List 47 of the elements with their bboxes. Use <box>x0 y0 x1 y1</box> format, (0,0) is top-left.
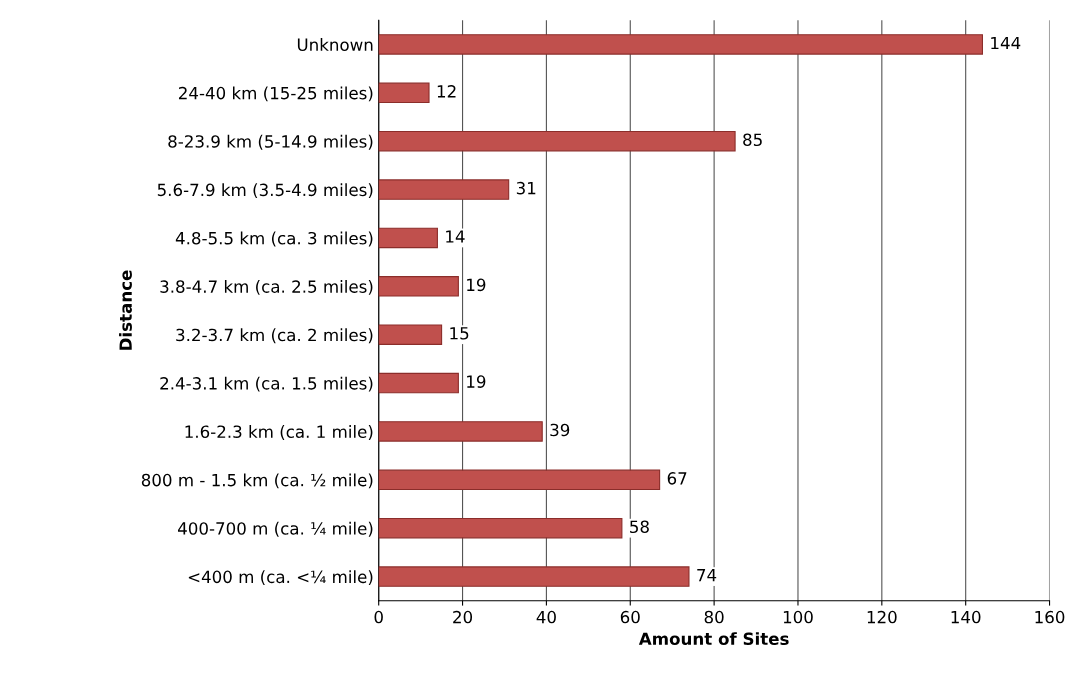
y-tick-label: 5.6-7.9 km (3.5-4.9 miles) <box>157 183 373 199</box>
data-label: 39 <box>550 423 570 437</box>
y-axis-title: Distance <box>119 270 132 350</box>
data-label: 14 <box>446 230 465 243</box>
data-label: 15 <box>450 327 469 340</box>
y-tick-label: 400-700 m (ca. ¼ mile) <box>178 521 373 537</box>
y-tick-label: 1.6-2.3 km (ca. 1 mile) <box>185 425 373 440</box>
x-axis-title: Amount of Sites <box>638 632 789 646</box>
y-tick-label: <400 m (ca. <¼ mile) <box>188 570 373 586</box>
data-label: 67 <box>667 472 687 485</box>
data-label: 19 <box>467 375 486 388</box>
y-tick-label: 8-23.9 km (5-14.9 miles) <box>168 134 373 150</box>
data-label: 12 <box>437 85 456 98</box>
x-tick-label: 40 <box>536 610 556 624</box>
bar <box>378 82 430 104</box>
y-tick-label: 3.2-3.7 km (ca. 2 miles) <box>176 328 373 344</box>
x-tick-label: 120 <box>867 610 897 624</box>
x-tick-label: 140 <box>951 610 981 624</box>
y-tick-label: Unknown <box>297 38 373 52</box>
bar <box>378 372 459 394</box>
data-label: 31 <box>516 181 536 195</box>
data-label: 144 <box>991 36 1021 50</box>
bar <box>378 179 510 200</box>
bar <box>378 566 690 587</box>
bar <box>378 227 438 249</box>
x-tick-label: 20 <box>453 610 473 624</box>
data-label: 85 <box>743 133 762 147</box>
y-tick-label: 4.8-5.5 km (ca. 3 miles) <box>175 231 373 247</box>
bar <box>378 324 443 345</box>
x-tick-label: 60 <box>620 610 640 624</box>
x-tick-label: 80 <box>704 610 724 624</box>
data-label: 58 <box>630 520 649 534</box>
y-tick-label: 24-40 km (15-25 miles) <box>178 86 373 102</box>
y-tick-label: 2.4-3.1 km (ca. 1.5 miles) <box>160 376 373 392</box>
bar <box>378 421 543 442</box>
bar <box>378 34 984 55</box>
x-tick-label: 100 <box>783 610 813 624</box>
y-tick-label: 800 m - 1.5 km (ca. ½ mile) <box>141 473 373 489</box>
y-tick-label: 3.8-4.7 km (ca. 2.5 miles) <box>160 279 373 295</box>
x-tick-label: 160 <box>1035 610 1065 624</box>
bar <box>378 130 736 152</box>
x-tick-label: 0 <box>374 610 383 624</box>
bar <box>378 469 661 491</box>
bar <box>378 276 459 297</box>
data-label: 74 <box>697 569 717 582</box>
data-label: 19 <box>467 278 486 292</box>
bar <box>378 517 623 539</box>
